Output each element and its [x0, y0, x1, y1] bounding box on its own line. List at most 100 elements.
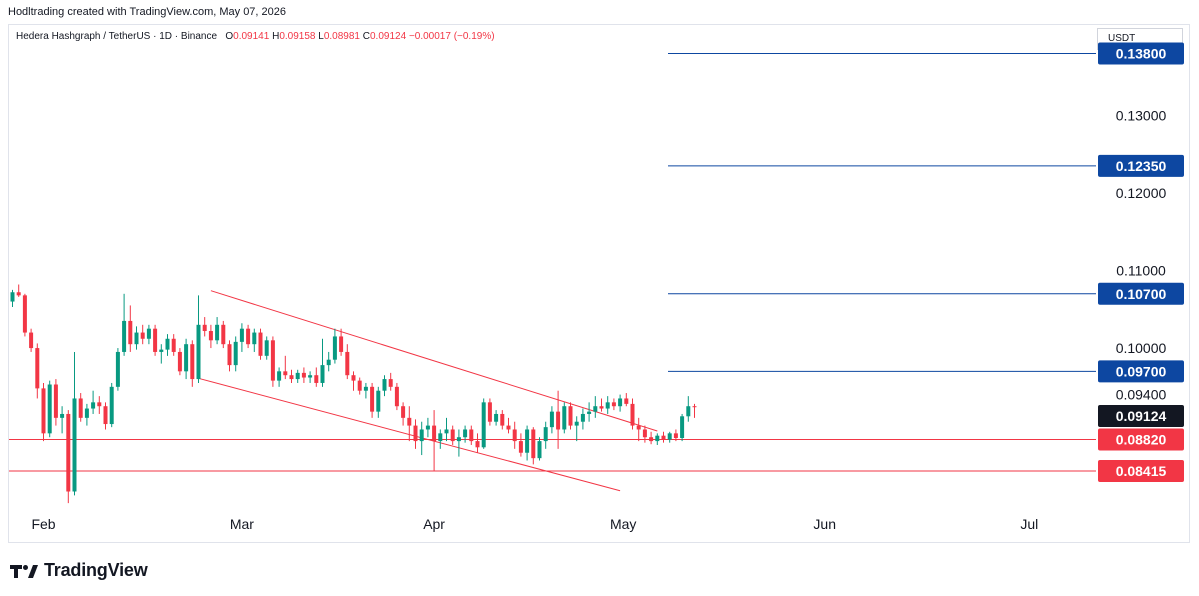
candle-body — [246, 328, 251, 345]
y-tick-label: 0.12000 — [1116, 185, 1167, 201]
candle-body — [47, 384, 52, 434]
chart-frame — [8, 24, 1190, 543]
candle-body — [611, 402, 616, 407]
candle-body — [153, 328, 158, 352]
candle-body — [295, 372, 300, 380]
candle-body — [537, 441, 542, 459]
candle-body — [60, 413, 65, 418]
candle-body — [10, 292, 15, 302]
y-tick-label: 0.11000 — [1116, 263, 1166, 279]
candle-body — [140, 332, 145, 339]
candle-body — [134, 332, 139, 345]
y-tick-label: 0.10000 — [1116, 340, 1167, 356]
x-tick-label: Apr — [423, 516, 445, 532]
candle-body — [463, 429, 468, 438]
candle-body — [84, 408, 89, 418]
y-tick-label: 0.09400 — [1116, 387, 1167, 403]
candle-body — [680, 416, 685, 438]
tradingview-logo[interactable]: TradingView — [10, 560, 148, 581]
candle-body — [382, 379, 387, 391]
candle-body — [227, 344, 232, 366]
candle-body — [419, 429, 424, 442]
trendline-upper — [210, 290, 658, 432]
candle-body — [450, 429, 455, 442]
candle-body — [159, 349, 164, 352]
candle-body — [72, 398, 77, 492]
candle-body — [593, 406, 598, 412]
symbol-label[interactable]: Hedera Hashgraph / TetherUS · 1D · Binan… — [16, 31, 218, 42]
candle-body — [78, 398, 83, 418]
candle-body — [562, 406, 567, 430]
candle-body — [270, 340, 275, 381]
change-value: −0.00017 (−0.19%) — [408, 31, 495, 42]
price-badge-label: 0.12350 — [1116, 158, 1167, 174]
price-badge-label: 0.10700 — [1116, 286, 1167, 302]
candle-body — [363, 386, 368, 391]
price-badge — [1098, 282, 1184, 305]
candle-body — [481, 402, 486, 448]
close-value: 0.09124 — [370, 31, 407, 42]
candle-body — [308, 375, 313, 378]
candle-body — [525, 429, 530, 453]
candle-body — [407, 417, 412, 426]
price-badge — [1098, 459, 1184, 482]
candle-body — [215, 324, 220, 341]
candle-body — [370, 386, 375, 412]
candle-body — [326, 359, 331, 366]
price-badge-label: 0.08820 — [1116, 432, 1167, 448]
candle-body — [320, 365, 325, 383]
high-value: 0.09158 — [279, 31, 316, 42]
candle-body — [258, 332, 263, 356]
candle-body — [53, 384, 58, 418]
candle-body — [388, 379, 393, 387]
candle-body — [413, 425, 418, 442]
candle-body — [475, 441, 480, 448]
candle-body — [357, 380, 362, 391]
candle-body — [543, 427, 548, 442]
candle-body — [109, 386, 114, 425]
price-badge — [1098, 154, 1184, 177]
candle-body — [587, 411, 592, 414]
candle-body — [332, 336, 337, 360]
candle-body — [277, 371, 282, 381]
candle-body — [506, 425, 511, 430]
candle-body — [91, 402, 96, 409]
candle-body — [568, 406, 573, 426]
close-key: C — [362, 31, 370, 42]
price-badge-label: 0.13800 — [1116, 45, 1167, 61]
candle-body — [686, 406, 691, 417]
candle-body — [425, 425, 430, 430]
candle-body — [283, 371, 288, 376]
candle-body — [122, 320, 127, 352]
tradingview-logo-icon — [10, 564, 38, 578]
candle-body — [339, 336, 344, 352]
price-badge — [1098, 404, 1184, 427]
candle-body — [692, 406, 697, 408]
candle-body — [314, 375, 319, 383]
tradingview-brand: TradingView — [44, 560, 148, 580]
candle-body — [574, 421, 579, 426]
price-badge-label: 0.09124 — [1116, 408, 1167, 424]
candle-body — [401, 406, 406, 418]
candle-body — [518, 441, 523, 453]
currency-unit-label: USDT — [1108, 33, 1136, 44]
candle-body — [469, 429, 474, 442]
open-key: O — [225, 31, 234, 42]
chart-credit: Hodltrading created with TradingView.com… — [8, 6, 287, 18]
candle-body — [239, 328, 244, 342]
candle-body — [351, 375, 356, 381]
candle-body — [549, 411, 554, 428]
candle-body — [202, 324, 207, 332]
y-tick-label: 0.13000 — [1116, 107, 1167, 123]
candle-body — [487, 402, 492, 422]
high-key: H — [272, 31, 280, 42]
candle-body — [605, 402, 610, 409]
price-badge — [1098, 42, 1184, 65]
candle-body — [171, 338, 176, 352]
candle-body — [345, 351, 350, 376]
candle-body — [618, 398, 623, 407]
candle-body — [22, 295, 27, 333]
candle-body — [580, 413, 585, 422]
candle-body — [221, 324, 226, 345]
